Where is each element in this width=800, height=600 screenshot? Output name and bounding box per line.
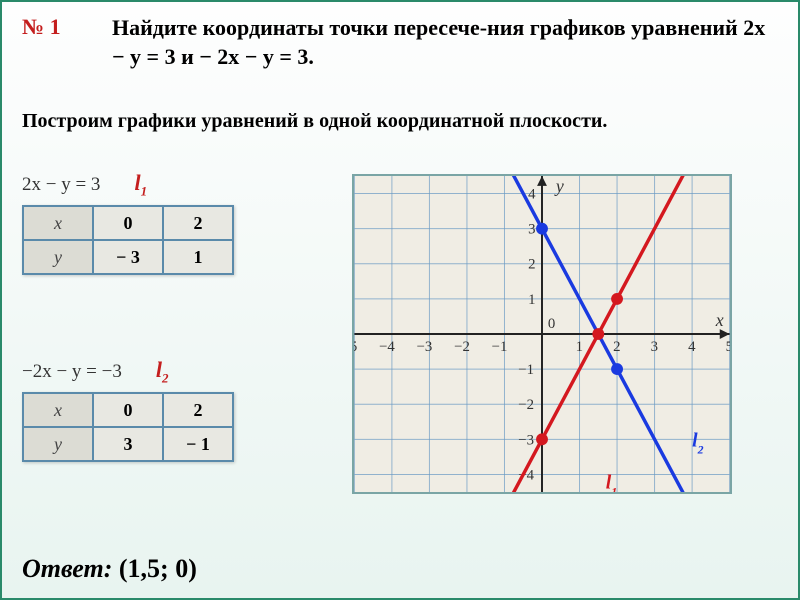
equation-1-formula: 2x − y = 3 — [22, 174, 100, 195]
instruction-text: Построим графики уравнений в одной коорд… — [22, 110, 768, 133]
svg-text:−2: −2 — [454, 339, 470, 355]
value-table-1: x 0 2 y − 3 1 — [22, 205, 234, 275]
svg-text:5: 5 — [726, 339, 730, 355]
equation-block-2: −2x − y = −3 l2 x 0 2 y 3 − 1 — [22, 357, 234, 462]
equation-2-formula: −2x − y = −3 — [22, 361, 122, 382]
table1-x-header: x — [23, 206, 93, 240]
svg-text:−2: −2 — [518, 397, 534, 413]
svg-text:−3: −3 — [518, 432, 534, 448]
answer-label: Ответ: — [22, 554, 112, 583]
table2-x1: 0 — [93, 393, 163, 427]
svg-text:3: 3 — [651, 339, 658, 355]
svg-text:−5: −5 — [354, 339, 357, 355]
svg-text:l2: l2 — [692, 429, 704, 456]
svg-text:y: y — [554, 176, 564, 196]
svg-text:0: 0 — [548, 316, 555, 332]
line-2-label: l2 — [156, 357, 169, 386]
svg-text:2: 2 — [528, 257, 535, 273]
answer: Ответ: (1,5; 0) — [22, 554, 197, 584]
svg-text:−4: −4 — [379, 339, 395, 355]
value-table-2: x 0 2 y 3 − 1 — [22, 392, 234, 462]
table1-x1: 0 — [93, 206, 163, 240]
table1-y-header: y — [23, 240, 93, 274]
svg-text:1: 1 — [576, 339, 583, 355]
line-1-label: l1 — [134, 170, 147, 199]
svg-text:−1: −1 — [492, 339, 508, 355]
table2-x-header: x — [23, 393, 93, 427]
answer-value: (1,5; 0) — [119, 554, 197, 583]
svg-text:4: 4 — [528, 186, 536, 202]
coordinate-graph: −5−4−3−2−112345−4−3−2−112340xyl1l2 — [352, 174, 732, 494]
table1-y1: − 3 — [93, 240, 163, 274]
table2-y2: − 1 — [163, 427, 233, 461]
equation-block-1: 2x − y = 3 l1 x 0 2 y − 3 1 — [22, 170, 234, 275]
problem-number: № 1 — [22, 14, 61, 40]
svg-text:3: 3 — [528, 222, 535, 238]
table2-y-header: y — [23, 427, 93, 461]
table1-x2: 2 — [163, 206, 233, 240]
table2-x2: 2 — [163, 393, 233, 427]
table2-y1: 3 — [93, 427, 163, 461]
svg-text:x: x — [715, 310, 724, 330]
svg-text:4: 4 — [688, 339, 696, 355]
problem-text: Найдите координаты точки пересече-ния гр… — [112, 14, 768, 71]
svg-text:−3: −3 — [417, 339, 433, 355]
svg-text:1: 1 — [528, 292, 535, 308]
svg-text:−1: −1 — [518, 362, 534, 378]
svg-text:2: 2 — [613, 339, 620, 355]
table1-y2: 1 — [163, 240, 233, 274]
